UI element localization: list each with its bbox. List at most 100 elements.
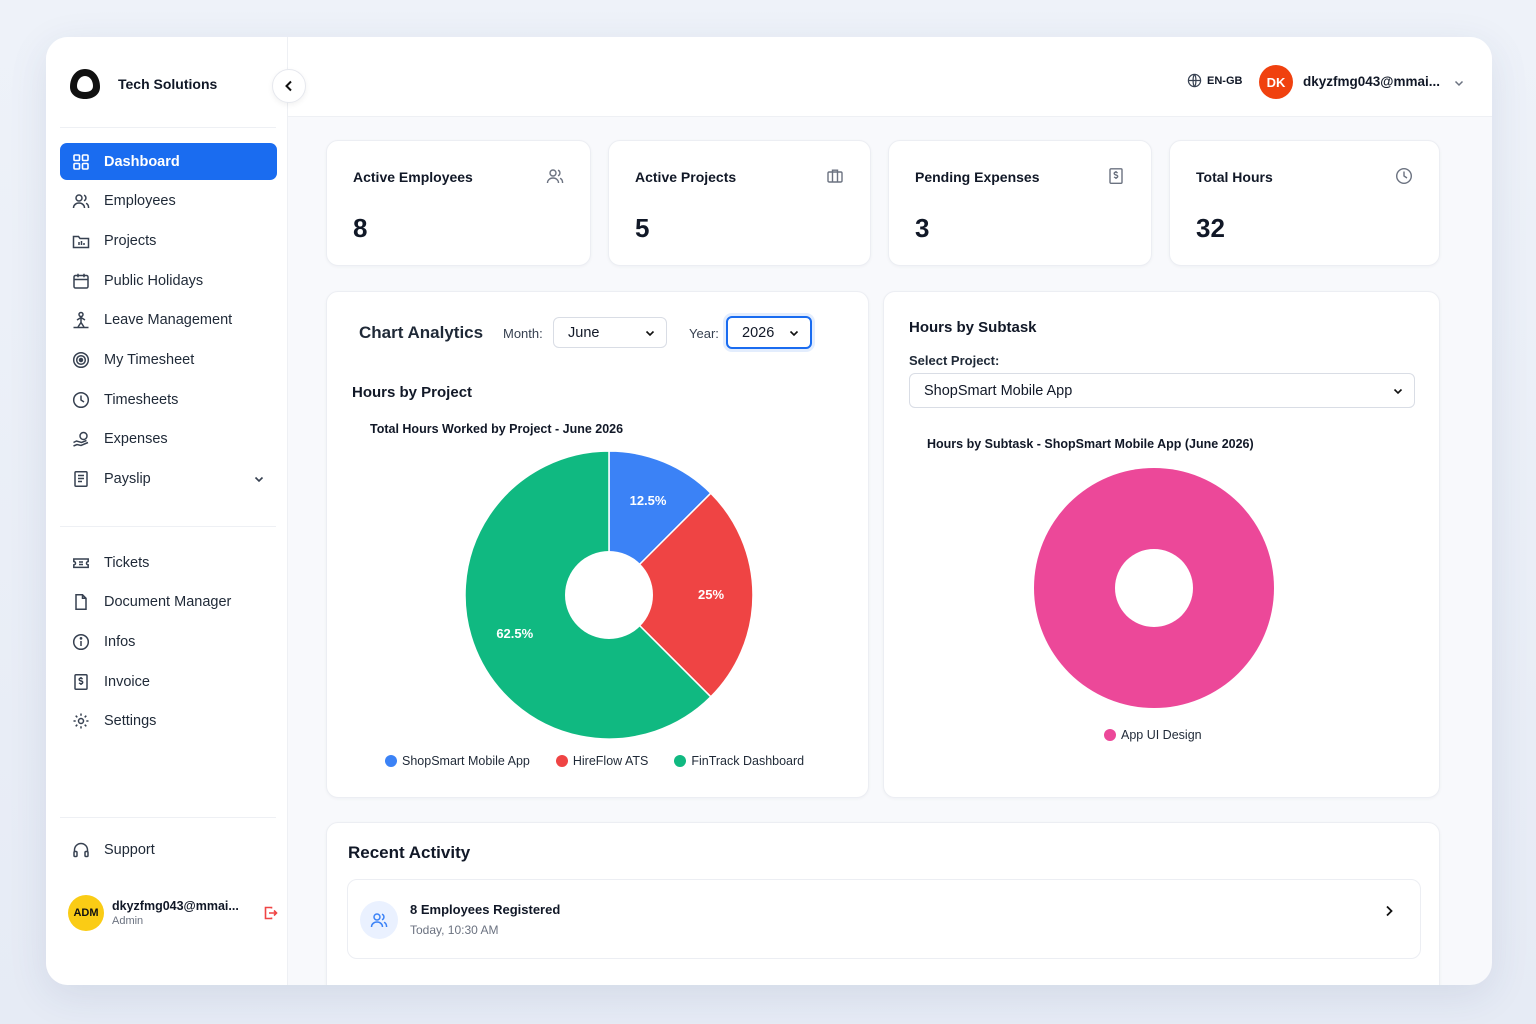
pie-slice-hireflow-ats[interactable] (607, 492, 754, 698)
chart-analytics-panel: Chart Analytics Month: June Year: 2026 H… (326, 291, 869, 798)
sidebar-item-leave-management[interactable]: Leave Management (60, 302, 277, 339)
sidebar-item-timesheets[interactable]: Timesheets (60, 381, 277, 418)
sidebar-item-projects[interactable]: Projects (60, 222, 277, 259)
legend-label: App UI Design (1121, 728, 1202, 742)
legend-dot (1104, 729, 1116, 741)
section-title: Hours by Project (352, 384, 473, 401)
pie-data-label: 25% (698, 587, 724, 602)
sidebar-item-payslip[interactable]: Payslip (60, 461, 277, 498)
support-link[interactable]: Support (72, 841, 155, 859)
stat-value: 5 (635, 213, 650, 243)
year-select[interactable]: 2026 (726, 316, 812, 349)
sidebar-user-card: ADM dkyzfmg043@mmai... Admin (68, 895, 278, 931)
sidebar-item-label: Payslip (104, 471, 151, 487)
pie-slice-shopsmart-mobile-app[interactable] (608, 450, 712, 597)
select-project-label: Select Project: (909, 353, 1000, 368)
chevron-down-icon (645, 330, 655, 336)
grid-icon (73, 153, 89, 170)
sidebar-divider (60, 127, 276, 128)
legend-item-shopsmart[interactable]: ShopSmart Mobile App (385, 754, 530, 768)
header-user-email[interactable]: dkyzfmg043@mmai... (1303, 74, 1440, 89)
chart-legend: App UI Design (1104, 728, 1228, 742)
legend-item-app-ui-design[interactable]: App UI Design (1104, 728, 1202, 742)
sidebar-item-employees[interactable]: Employees (60, 183, 277, 220)
hours-by-project-pie-chart: 12.5% 25% 62.5% (464, 450, 754, 740)
stat-card-pending-expenses[interactable]: Pending Expenses 3 (888, 140, 1152, 266)
headset-icon (73, 842, 89, 858)
legend-label: FinTrack Dashboard (691, 754, 805, 768)
legend-dot (385, 755, 397, 767)
stat-label: Pending Expenses (915, 169, 1040, 185)
ticket-icon (73, 557, 89, 568)
sidebar-item-label: Infos (104, 633, 136, 650)
legend-dot (674, 755, 687, 767)
sidebar-item-dashboard[interactable]: Dashboard (60, 143, 277, 180)
sidebar-item-label: Projects (104, 232, 157, 249)
folder-icon (72, 235, 90, 249)
document-icon (74, 471, 88, 488)
month-label: Month: (503, 326, 543, 341)
users-icon (546, 169, 564, 184)
recent-activity-panel: Recent Activity 8 Employees Registered T… (326, 822, 1440, 985)
app-window: Tech Solutions Dashboard Employees Proje… (46, 37, 1492, 985)
avatar[interactable]: ADM (68, 895, 104, 931)
sidebar-item-infos[interactable]: Infos (60, 623, 277, 660)
language-selector[interactable]: EN-GB (1187, 73, 1242, 88)
stat-card-active-employees[interactable]: Active Employees 8 (326, 140, 591, 266)
invoice-icon (74, 673, 88, 690)
header-avatar[interactable]: DK (1259, 65, 1293, 99)
calendar-icon (73, 273, 89, 289)
stat-value: 3 (915, 213, 930, 243)
logout-icon[interactable] (262, 905, 278, 921)
stat-label: Active Employees (353, 169, 473, 185)
language-label: EN-GB (1207, 74, 1243, 87)
target-icon (72, 351, 90, 368)
collapse-sidebar-button[interactable] (272, 69, 306, 103)
legend-dot (555, 755, 568, 767)
sidebar-item-my-timesheet[interactable]: My Timesheet (60, 341, 277, 378)
stat-card-total-hours[interactable]: Total Hours 32 (1169, 140, 1440, 266)
activity-item[interactable]: 8 Employees Registered Today, 10:30 AM (347, 879, 1421, 959)
sidebar-item-label: Leave Management (104, 312, 233, 329)
file-icon (75, 594, 87, 611)
sidebar-item-public-holidays[interactable]: Public Holidays (60, 262, 277, 299)
activity-time: Today, 10:30 AM (410, 923, 499, 937)
sidebar-item-label: Expenses (104, 431, 168, 448)
month-select[interactable]: June (553, 317, 667, 348)
legend-label: HireFlow ATS (572, 754, 649, 768)
sidebar-item-label: Public Holidays (104, 272, 204, 289)
support-label: Support (104, 842, 155, 858)
brand-name: Tech Solutions (118, 76, 218, 92)
stat-card-active-projects[interactable]: Active Projects 5 (608, 140, 871, 266)
sidebar-item-invoice[interactable]: Invoice (60, 663, 277, 700)
gear-icon (73, 713, 89, 729)
top-header: EN-GB DK dkyzfmg043@mmai... (288, 37, 1492, 117)
sidebar-item-tickets[interactable]: Tickets (60, 544, 277, 581)
chevron-right-icon (1386, 905, 1393, 917)
activity-title: 8 Employees Registered (410, 902, 561, 917)
stat-value: 32 (1196, 213, 1225, 243)
project-select[interactable]: ShopSmart Mobile App (909, 373, 1415, 408)
sidebar-item-label: Settings (104, 713, 157, 730)
sidebar-divider (60, 817, 276, 818)
brand[interactable]: Tech Solutions (68, 67, 217, 101)
hours-by-subtask-pie-chart (1034, 468, 1274, 708)
panel-title: Recent Activity (348, 843, 471, 862)
sidebar-item-expenses[interactable]: Expenses (60, 421, 277, 458)
chevron-down-icon[interactable] (1453, 77, 1465, 89)
user-role: Admin (112, 915, 144, 927)
legend-item-fintrack[interactable]: FinTrack Dashboard (674, 754, 804, 768)
user-email: dkyzfmg043@mmai... (112, 899, 239, 913)
donut-hole (1115, 549, 1193, 627)
sidebar-item-document-manager[interactable]: Document Manager (60, 584, 277, 621)
sidebar: Tech Solutions Dashboard Employees Proje… (46, 37, 288, 985)
chevron-left-icon (285, 80, 292, 92)
sidebar-item-label: Document Manager (104, 594, 232, 611)
sidebar-item-label: My Timesheet (104, 351, 195, 368)
chevron-down-icon (1393, 388, 1403, 394)
secondary-nav: Tickets Document Manager Infos Invoice S… (60, 544, 277, 742)
legend-item-hireflow[interactable]: HireFlow ATS (555, 754, 649, 768)
sidebar-item-label: Dashboard (104, 153, 180, 170)
sidebar-item-settings[interactable]: Settings (60, 703, 277, 740)
stat-label: Active Projects (635, 169, 737, 185)
